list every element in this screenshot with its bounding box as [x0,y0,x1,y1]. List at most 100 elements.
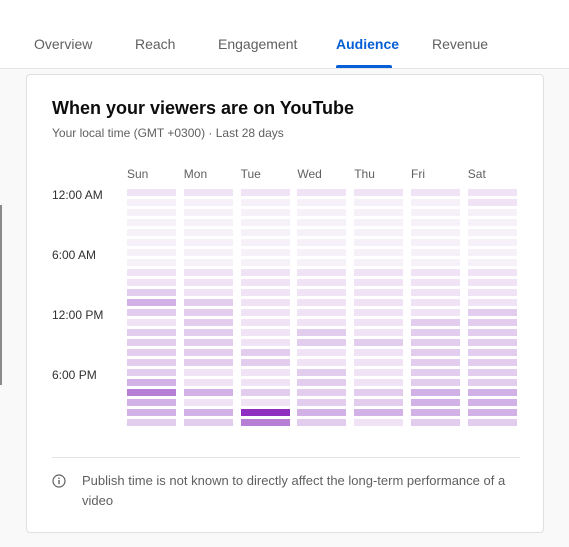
heatmap-cell[interactable] [467,189,517,196]
heatmap-cell[interactable] [240,399,290,406]
heatmap-cell[interactable] [354,329,404,336]
heatmap-cell[interactable] [127,299,176,306]
heatmap-cell[interactable] [240,299,290,306]
heatmap-cell[interactable] [183,339,233,346]
heatmap-cell[interactable] [467,359,517,366]
heatmap-cell[interactable] [354,309,404,316]
heatmap-cell[interactable] [127,409,176,416]
heatmap-cell[interactable] [127,319,176,326]
heatmap-cell[interactable] [240,239,290,246]
heatmap-cell[interactable] [183,189,233,196]
heatmap-cell[interactable] [297,249,347,256]
heatmap-cell[interactable] [183,349,233,356]
heatmap-cell[interactable] [127,309,176,316]
heatmap-cell[interactable] [183,299,233,306]
heatmap-cell[interactable] [354,339,404,346]
heatmap-cell[interactable] [411,259,460,266]
heatmap-cell[interactable] [240,359,290,366]
heatmap-cell[interactable] [297,189,347,196]
heatmap-cell[interactable] [467,259,517,266]
heatmap-cell[interactable] [411,409,460,416]
heatmap-cell[interactable] [127,349,176,356]
heatmap-cell[interactable] [354,369,404,376]
heatmap-cell[interactable] [127,259,176,266]
heatmap-cell[interactable] [127,229,176,236]
heatmap-cell[interactable] [467,409,517,416]
heatmap-cell[interactable] [240,269,290,276]
heatmap-cell[interactable] [411,309,460,316]
heatmap-cell[interactable] [183,329,233,336]
heatmap-cell[interactable] [354,219,404,226]
heatmap-cell[interactable] [240,259,290,266]
heatmap-cell[interactable] [240,309,290,316]
heatmap-cell[interactable] [411,389,460,396]
tab-engagement[interactable]: Engagement [218,36,298,52]
heatmap-cell[interactable] [411,239,460,246]
heatmap-cell[interactable] [183,239,233,246]
heatmap-cell[interactable] [467,239,517,246]
heatmap-cell[interactable] [467,349,517,356]
heatmap-cell[interactable] [297,339,347,346]
heatmap-cell[interactable] [354,279,404,286]
heatmap-cell[interactable] [240,349,290,356]
heatmap-cell[interactable] [297,289,347,296]
heatmap-cell[interactable] [240,189,290,196]
heatmap-cell[interactable] [240,339,290,346]
heatmap-cell[interactable] [183,219,233,226]
heatmap-cell[interactable] [411,299,460,306]
heatmap-cell[interactable] [240,209,290,216]
heatmap-cell[interactable] [297,299,347,306]
heatmap-cell[interactable] [240,409,290,416]
heatmap-cell[interactable] [354,299,404,306]
heatmap-cell[interactable] [240,379,290,386]
heatmap-cell[interactable] [127,389,176,396]
heatmap-cell[interactable] [467,329,517,336]
heatmap-cell[interactable] [411,319,460,326]
heatmap-cell[interactable] [240,419,290,426]
heatmap-cell[interactable] [240,199,290,206]
heatmap-cell[interactable] [411,289,460,296]
heatmap-cell[interactable] [297,279,347,286]
heatmap-cell[interactable] [411,349,460,356]
heatmap-cell[interactable] [411,199,460,206]
heatmap-cell[interactable] [467,379,517,386]
heatmap-cell[interactable] [411,399,460,406]
heatmap-cell[interactable] [183,309,233,316]
heatmap-cell[interactable] [354,209,404,216]
heatmap-cell[interactable] [183,389,233,396]
heatmap-cell[interactable] [411,229,460,236]
heatmap-cell[interactable] [411,359,460,366]
heatmap-cell[interactable] [297,379,347,386]
heatmap-cell[interactable] [297,329,347,336]
heatmap-cell[interactable] [354,259,404,266]
heatmap-cell[interactable] [297,419,347,426]
heatmap-cell[interactable] [240,279,290,286]
heatmap-cell[interactable] [411,219,460,226]
heatmap-cell[interactable] [240,329,290,336]
heatmap-cell[interactable] [127,339,176,346]
heatmap-cell[interactable] [467,289,517,296]
heatmap-cell[interactable] [354,389,404,396]
heatmap-cell[interactable] [183,279,233,286]
heatmap-cell[interactable] [354,379,404,386]
heatmap-cell[interactable] [297,319,347,326]
heatmap-cell[interactable] [183,269,233,276]
heatmap-cell[interactable] [297,239,347,246]
heatmap-cell[interactable] [297,369,347,376]
heatmap-cell[interactable] [467,279,517,286]
heatmap-cell[interactable] [240,389,290,396]
heatmap-cell[interactable] [297,209,347,216]
heatmap-cell[interactable] [183,379,233,386]
heatmap-cell[interactable] [127,249,176,256]
heatmap-cell[interactable] [183,249,233,256]
heatmap-cell[interactable] [240,369,290,376]
heatmap-cell[interactable] [354,229,404,236]
heatmap-cell[interactable] [240,249,290,256]
heatmap-cell[interactable] [467,309,517,316]
heatmap-cell[interactable] [467,389,517,396]
heatmap-cell[interactable] [183,319,233,326]
heatmap-cell[interactable] [127,399,176,406]
heatmap-cell[interactable] [411,379,460,386]
heatmap-cell[interactable] [297,219,347,226]
heatmap-cell[interactable] [240,289,290,296]
